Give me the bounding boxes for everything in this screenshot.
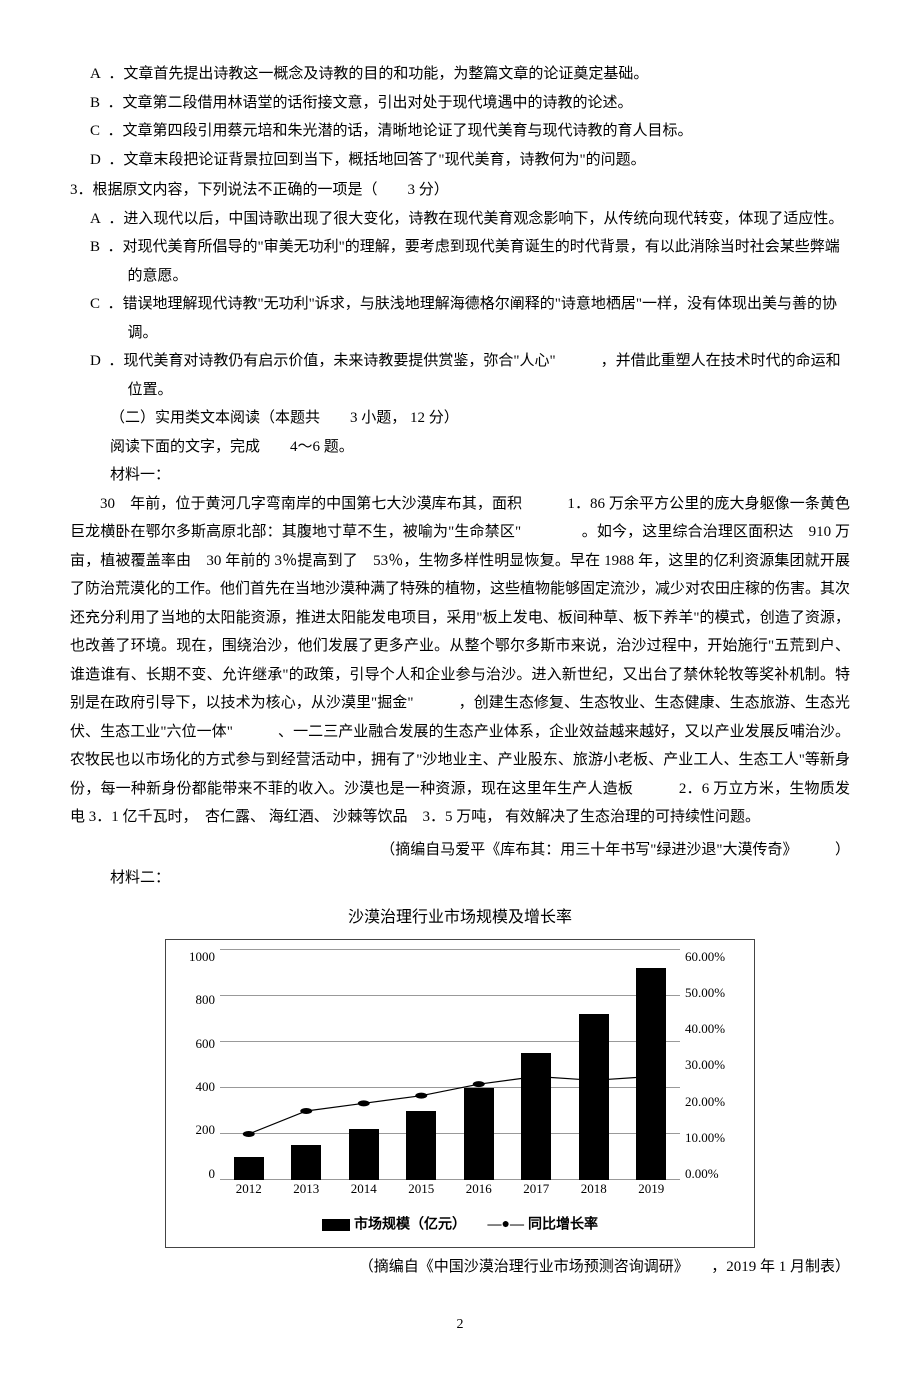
material2-label: 材料二： — [110, 864, 850, 893]
q3-option-a: A．进入现代以后，中国诗歌出现了很大变化，诗教在现代美育观念影响下，从传统向现代… — [90, 205, 850, 234]
chart-legend: 市场规模（亿元） —●— 同比增长率 — [180, 1212, 740, 1239]
chart-source: （摘编自《中国沙漠治理行业市场预测咨询调研》 ，2019 年 1 月制表） — [70, 1253, 850, 1282]
chart-plot: 0 200 400 600 800 1000 0.00% 10.00% 20.0… — [220, 950, 680, 1200]
section2-instr: 阅读下面的文字，完成 4～6 题。 — [110, 433, 850, 462]
y2-tick: 40.00% — [685, 1022, 745, 1035]
legend-line-label: 同比增长率 — [528, 1217, 598, 1232]
y1-tick: 400 — [175, 1080, 215, 1093]
option-text: ．错误地理解现代诗教"无功利"诉求，与肤浅地理解海德格尔阐释的"诗意地栖居"一样… — [108, 296, 838, 341]
q-option-b: B．文章第二段借用林语堂的话衔接文意，引出对处于现代境遇中的诗教的论述。 — [90, 89, 850, 118]
y2-axis: 0.00% 10.00% 20.00% 30.00% 40.00% 50.00%… — [685, 950, 745, 1180]
q3-option-d: D．现代美育对诗教仍有启示价值，未来诗教要提供赏鉴，弥合"人心" ，并借此重塑人… — [90, 347, 850, 404]
page-number: 2 — [70, 1312, 850, 1339]
y1-tick: 600 — [175, 1037, 215, 1050]
option-text: ．现代美育对诗教仍有启示价值，未来诗教要提供赏鉴，弥合"人心" ，并借此重塑人在… — [108, 353, 840, 398]
y1-tick: 0 — [175, 1167, 215, 1180]
material1-paragraph: 30 年前，位于黄河几字弯南岸的中国第七大沙漠库布其，面积 1．86 万余平方公… — [70, 490, 850, 832]
q3-option-b: B．对现代美育所倡导的"审美无功利"的理解，要考虑到现代美育诞生的时代背景，有以… — [90, 233, 850, 290]
q3-option-c: C．错误地理解现代诗教"无功利"诉求，与肤浅地理解海德格尔阐释的"诗意地栖居"一… — [90, 290, 850, 347]
legend-bar-label: 市场规模（亿元） — [354, 1217, 466, 1232]
section2-head: （二）实用类文本阅读（本题共 3 小题， 12 分） — [110, 404, 850, 433]
chart-container: 沙漠治理行业市场规模及增长率 0 200 400 600 800 1000 0.… — [165, 903, 755, 1249]
y1-axis: 0 200 400 600 800 1000 — [175, 950, 215, 1180]
y2-tick: 20.00% — [685, 1095, 745, 1108]
chart-line-svg — [220, 950, 680, 1180]
chart-box: 0 200 400 600 800 1000 0.00% 10.00% 20.0… — [165, 939, 755, 1248]
y2-tick: 0.00% — [685, 1167, 745, 1180]
y2-tick: 30.00% — [685, 1058, 745, 1071]
option-text: ．文章首先提出诗教这一概念及诗教的目的和功能，为整篇文章的论证奠定基础。 — [108, 66, 648, 82]
legend-bar-swatch — [322, 1219, 350, 1231]
legend-line-marker: —●— — [488, 1212, 524, 1239]
option-text: ．对现代美育所倡导的"审美无功利"的理解，要考虑到现代美育诞生的时代背景，有以此… — [108, 239, 840, 284]
y2-tick: 60.00% — [685, 950, 745, 963]
material1-label: 材料一： — [110, 461, 850, 490]
option-text: ．文章第二段借用林语堂的话衔接文意，引出对处于现代境遇中的诗教的论述。 — [108, 95, 633, 111]
q-option-d: D．文章末段把论证背景拉回到当下，概括地回答了"现代美育，诗教何为"的问题。 — [90, 146, 850, 175]
chart-title: 沙漠治理行业市场规模及增长率 — [165, 903, 755, 933]
option-text: ．进入现代以后，中国诗歌出现了很大变化，诗教在现代美育观念影响下，从传统向现代转… — [108, 211, 843, 227]
option-text: ．文章第四段引用蔡元培和朱光潜的话，清晰地论证了现代美育与现代诗教的育人目标。 — [108, 123, 693, 139]
option-text: ．文章末段把论证背景拉回到当下，概括地回答了"现代美育，诗教何为"的问题。 — [108, 152, 645, 168]
material1-source: （摘编自马爱平《库布其：用三十年书写"绿进沙退"大漠传奇》 ） — [70, 836, 850, 865]
y1-tick: 800 — [175, 993, 215, 1006]
q-option-c: C．文章第四段引用蔡元培和朱光潜的话，清晰地论证了现代美育与现代诗教的育人目标。 — [90, 117, 850, 146]
q-option-a: A．文章首先提出诗教这一概念及诗教的目的和功能，为整篇文章的论证奠定基础。 — [90, 60, 850, 89]
y2-tick: 10.00% — [685, 1131, 745, 1144]
y1-tick: 200 — [175, 1123, 215, 1136]
y2-tick: 50.00% — [685, 986, 745, 999]
q3-stem: 3．根据原文内容，下列说法不正确的一项是（ 3 分） — [70, 176, 850, 205]
x-axis-labels: 20122013201420152016201720182019 — [220, 1177, 680, 1202]
y1-tick: 1000 — [175, 950, 215, 963]
